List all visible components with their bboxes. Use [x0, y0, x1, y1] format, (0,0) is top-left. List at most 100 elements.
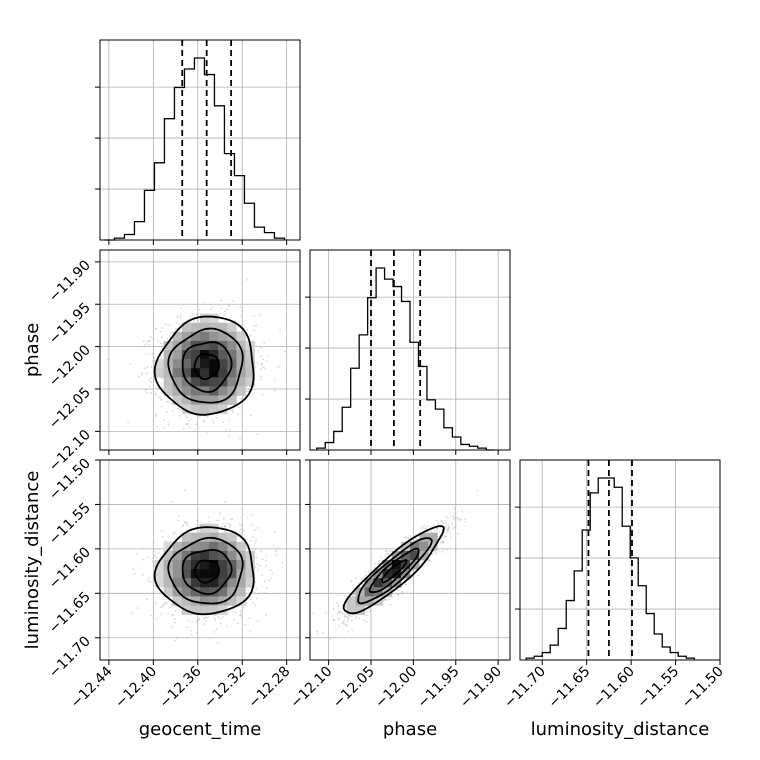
sample-point	[153, 378, 156, 381]
sample-point	[177, 519, 180, 522]
y-tick-label: −12.00	[46, 342, 94, 390]
sample-point	[197, 319, 200, 322]
sample-point	[258, 565, 261, 567]
grid-lines	[100, 40, 300, 240]
sample-point	[179, 409, 182, 412]
sample-point	[240, 528, 242, 531]
scatter-panel-phase-vs-luminosity_distance: −12.10−12.05−12.00−11.95−11.90	[288, 459, 511, 712]
density-cell	[346, 605, 356, 615]
density-cell	[236, 596, 246, 606]
sample-point	[148, 344, 151, 346]
sample-point	[162, 604, 165, 606]
sample-point	[279, 328, 282, 331]
sample-point	[439, 541, 442, 544]
density-cell	[218, 587, 228, 597]
sample-point	[185, 414, 187, 417]
density-cell	[181, 569, 192, 579]
sample-point	[172, 409, 174, 412]
density-cell	[190, 532, 201, 543]
sample-point	[345, 624, 348, 627]
sample-point	[254, 548, 257, 551]
sample-point	[458, 519, 460, 521]
sample-point	[351, 628, 354, 631]
sample-point	[223, 314, 226, 317]
sample-point	[253, 329, 256, 332]
sample-point	[166, 411, 168, 413]
density-cell	[236, 359, 246, 369]
sample-point	[220, 299, 223, 302]
sample-point	[260, 368, 262, 370]
density-cell	[209, 395, 219, 405]
density-cell	[172, 550, 183, 561]
sample-point	[161, 377, 163, 380]
sample-point	[190, 315, 193, 317]
density-cell	[245, 560, 255, 570]
sample-point	[452, 515, 455, 518]
sample-point	[451, 527, 454, 530]
density-cell	[181, 368, 192, 378]
sample-point	[253, 315, 255, 317]
density-cell	[209, 587, 219, 597]
sample-point	[189, 413, 192, 416]
density-cell	[181, 560, 192, 570]
sample-point	[273, 379, 276, 382]
density-cell	[227, 386, 237, 396]
sample-point	[233, 619, 236, 621]
sample-point	[202, 420, 205, 423]
sample-point	[377, 563, 380, 566]
sample-point	[178, 323, 180, 325]
sample-point	[438, 550, 441, 553]
sample-point	[445, 549, 448, 551]
sample-point	[240, 323, 243, 326]
density-cell	[172, 560, 183, 570]
sample-point	[247, 390, 250, 393]
histogram-luminosity_distance	[525, 477, 695, 660]
density-cell	[200, 596, 210, 606]
sample-point	[228, 419, 231, 422]
sample-point	[209, 308, 212, 310]
x-tick-label: −11.95	[415, 664, 463, 712]
density-cell	[200, 331, 210, 342]
sample-point	[141, 373, 144, 376]
sample-point	[436, 519, 438, 522]
sample-point	[156, 426, 158, 428]
sample-point	[277, 366, 279, 369]
sample-point	[333, 619, 336, 621]
sample-point	[205, 620, 207, 623]
density-cell	[200, 560, 210, 570]
sample-point	[176, 407, 179, 410]
x-tick-label: −11.50	[679, 664, 727, 712]
sample-point	[322, 632, 324, 635]
density-cell	[218, 560, 228, 570]
sample-point	[344, 614, 346, 617]
sample-point	[149, 581, 152, 583]
density-cell	[227, 569, 237, 579]
density-cell	[218, 322, 228, 333]
sample-point	[129, 363, 132, 365]
sample-point	[224, 530, 227, 533]
sample-point	[350, 580, 353, 583]
density-cell	[245, 350, 255, 360]
sample-point	[161, 336, 163, 338]
sample-point	[265, 559, 268, 562]
sample-point	[148, 340, 151, 343]
sample-point	[207, 616, 210, 619]
sample-point	[343, 619, 345, 622]
sample-point	[444, 523, 447, 525]
x-axis-label-geocent_time: geocent_time	[139, 719, 262, 740]
sample-point	[229, 518, 232, 521]
sample-point	[197, 619, 200, 621]
sample-point	[212, 421, 215, 424]
sample-point	[136, 607, 139, 610]
sample-point	[190, 418, 193, 421]
sample-point	[248, 617, 251, 619]
density-cell	[172, 569, 183, 579]
sample-point	[253, 325, 256, 327]
sample-point	[188, 426, 191, 429]
density-cell	[172, 386, 183, 396]
sample-point	[225, 429, 227, 432]
sample-point	[454, 517, 457, 520]
sample-point	[154, 394, 157, 396]
density-cell	[200, 523, 210, 533]
sample-point	[196, 631, 198, 634]
